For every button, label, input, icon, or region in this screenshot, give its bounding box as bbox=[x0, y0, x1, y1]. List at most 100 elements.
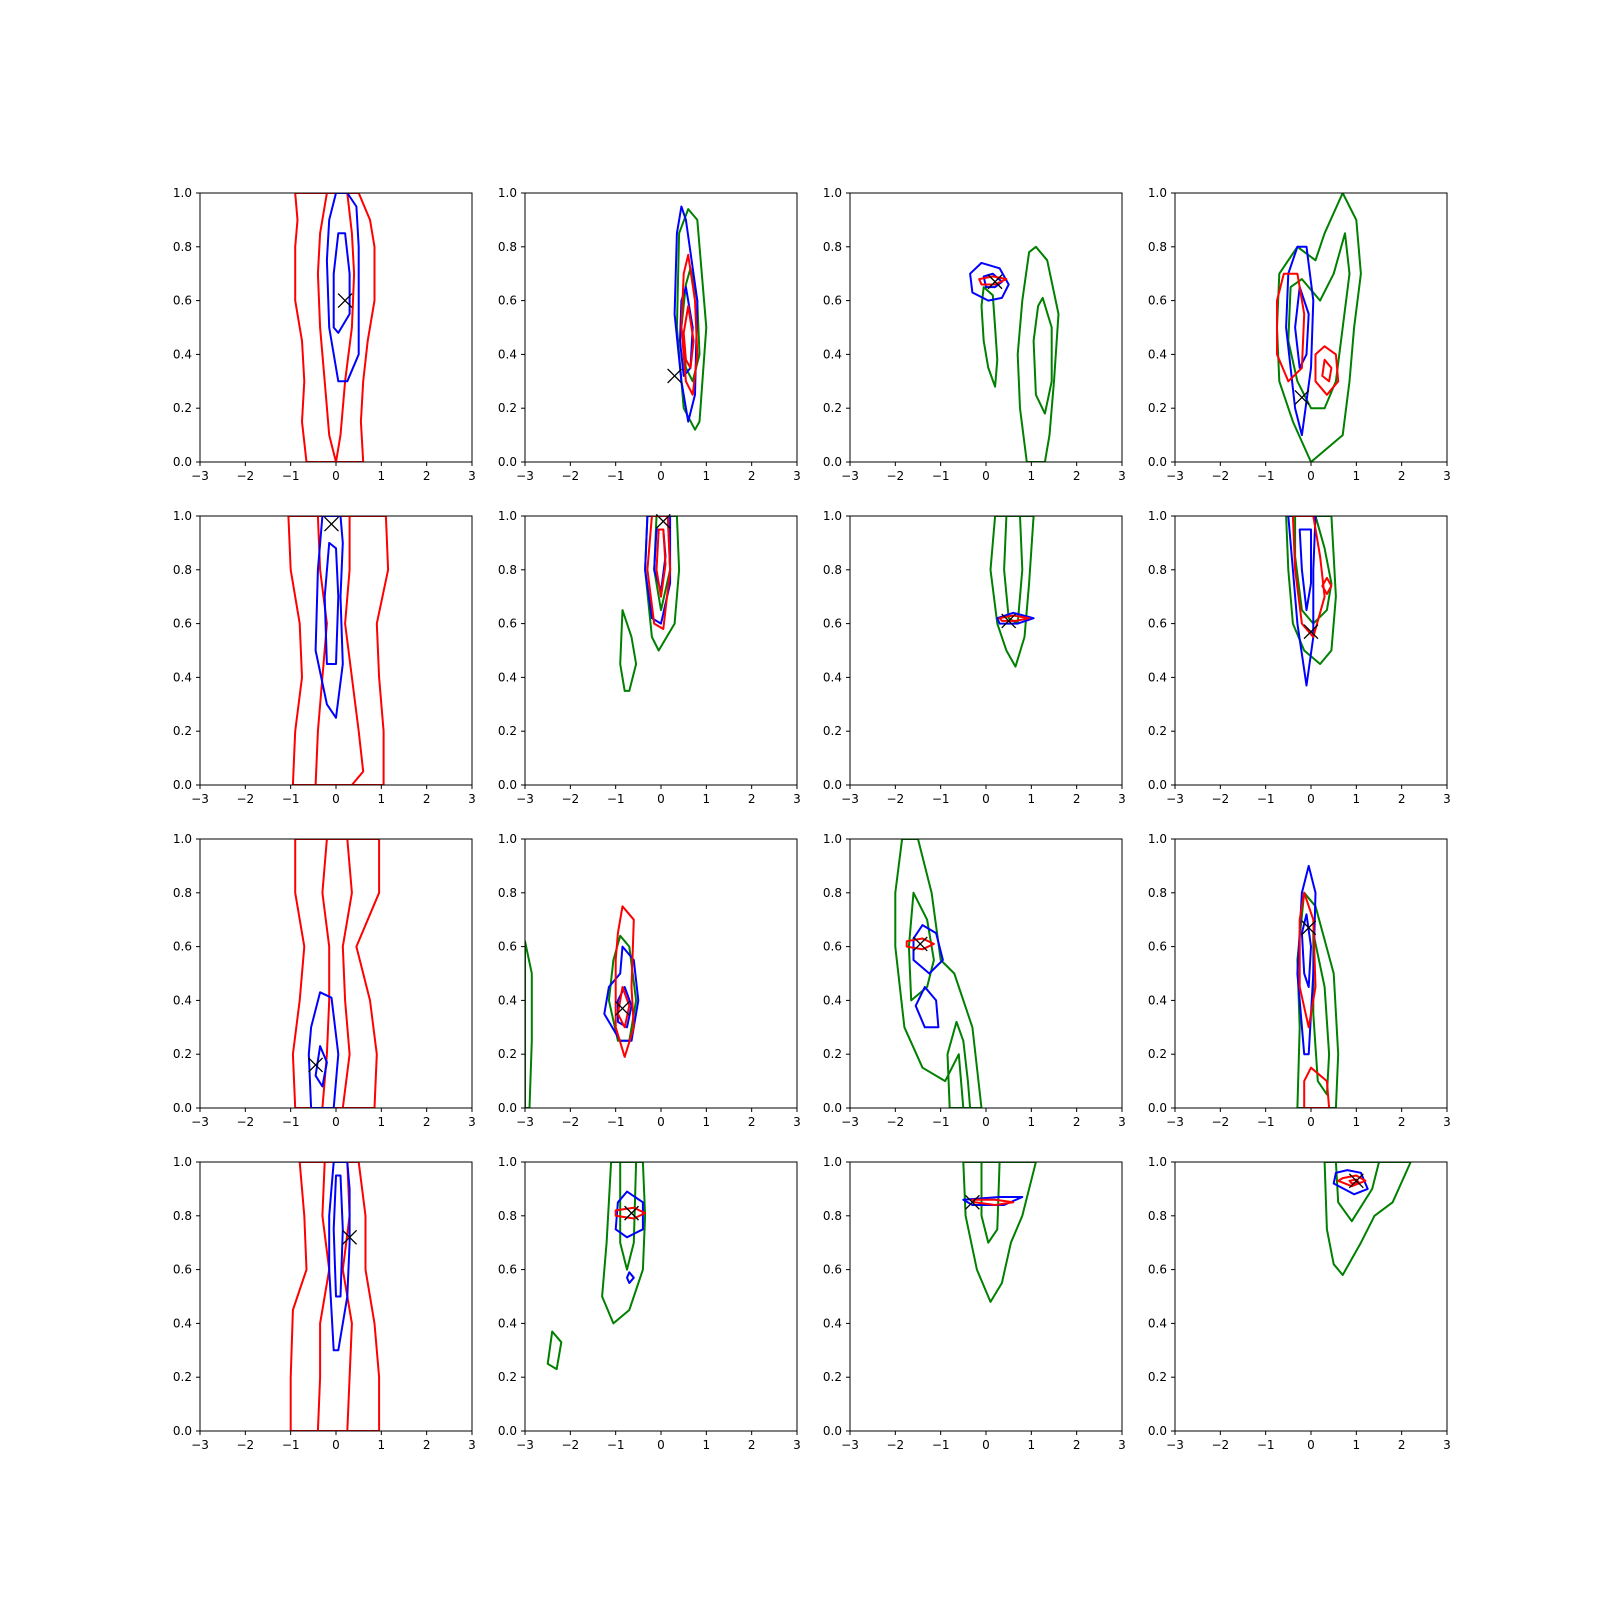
contour-group bbox=[1285, 516, 1337, 687]
x-tick-label: −1 bbox=[282, 1115, 300, 1129]
y-tick-label: 0.2 bbox=[823, 724, 842, 738]
contour-red bbox=[1321, 576, 1333, 595]
contour-blue bbox=[912, 924, 944, 975]
y-tick-label: 0.6 bbox=[173, 617, 192, 631]
x-tick-label: −1 bbox=[607, 469, 625, 483]
y-tick-label: 0.0 bbox=[823, 1424, 842, 1438]
contour-group bbox=[287, 516, 390, 785]
x-tick-label: 1 bbox=[1028, 1438, 1036, 1452]
x-tick-label: 0 bbox=[657, 1438, 665, 1452]
axes-frame bbox=[524, 515, 798, 786]
x-tick-label: −3 bbox=[191, 1115, 209, 1129]
x-tick-label: 0 bbox=[982, 792, 990, 806]
x-tick-label: −1 bbox=[282, 469, 300, 483]
contour-group bbox=[894, 839, 983, 1108]
x-tick-label: −3 bbox=[841, 1438, 859, 1452]
axes-frame bbox=[199, 838, 473, 1109]
panel-r1c3: −3 −2 −1 0 1 2 3 0.0 0.2 0.4 0.6 0.8 1.0 bbox=[823, 186, 1126, 483]
x-tick-label: −3 bbox=[1166, 469, 1184, 483]
x-tick-label: −3 bbox=[191, 792, 209, 806]
y-tick-label: 0.0 bbox=[823, 778, 842, 792]
y-tick-label: 0.2 bbox=[823, 1047, 842, 1061]
y-tick-label: 0.6 bbox=[498, 940, 517, 954]
y-tick-label: 0.8 bbox=[823, 563, 842, 577]
contour-green bbox=[601, 1162, 647, 1325]
y-tick-label: 1.0 bbox=[498, 509, 517, 523]
contour-red bbox=[998, 614, 1031, 622]
y-tick-label: 0.0 bbox=[173, 1101, 192, 1115]
y-tick-label: 0.0 bbox=[498, 778, 517, 792]
y-tick-label: 0.6 bbox=[1148, 940, 1167, 954]
contour-blue bbox=[626, 1271, 635, 1284]
x-marker bbox=[667, 368, 683, 384]
y-tick-label: 1.0 bbox=[498, 1155, 517, 1169]
x-tick-label: −2 bbox=[886, 792, 904, 806]
y-tick-label: 0.0 bbox=[823, 455, 842, 469]
x-tick-label: −2 bbox=[236, 469, 254, 483]
y-tick-label: 0.6 bbox=[823, 617, 842, 631]
x-tick-label: 0 bbox=[982, 469, 990, 483]
y-tick-label: 0.6 bbox=[823, 940, 842, 954]
contour-green bbox=[1312, 932, 1331, 1096]
x-marker bbox=[1301, 920, 1317, 936]
x-tick-label: −3 bbox=[516, 1115, 534, 1129]
y-tick-label: 0.8 bbox=[173, 886, 192, 900]
y-tick-label: 0.8 bbox=[1148, 563, 1167, 577]
panel-r3c4: −3 −2 −1 0 1 2 3 0.0 0.2 0.4 0.6 0.8 1.0 bbox=[1148, 832, 1451, 1129]
y-tick-label: 1.0 bbox=[1148, 832, 1167, 846]
x-marker bbox=[342, 1229, 358, 1245]
x-marker bbox=[912, 936, 928, 952]
x-marker bbox=[308, 1057, 324, 1073]
x-tick-label: 3 bbox=[1118, 1115, 1126, 1129]
axes-frame bbox=[1174, 192, 1448, 463]
contour-red bbox=[655, 528, 667, 598]
axes-frame bbox=[849, 1161, 1123, 1432]
x-tick-label: −2 bbox=[561, 1115, 579, 1129]
y-tick-label: 0.8 bbox=[1148, 886, 1167, 900]
x-marker bbox=[324, 516, 339, 532]
contour-red bbox=[1321, 358, 1333, 383]
contour-green bbox=[1032, 296, 1053, 415]
y-tick-label: 0.4 bbox=[1148, 993, 1167, 1007]
contour-blue bbox=[1332, 1169, 1369, 1196]
x-tick-label: 1 bbox=[703, 1115, 711, 1129]
y-tick-label: 0.4 bbox=[498, 347, 517, 361]
x-tick-label: 2 bbox=[423, 792, 431, 806]
contour-red bbox=[971, 1198, 1015, 1206]
x-tick-label: −1 bbox=[932, 469, 950, 483]
y-tick-label: 0.4 bbox=[173, 1316, 192, 1330]
x-tick-label: −2 bbox=[236, 1115, 254, 1129]
contour-blue bbox=[307, 991, 340, 1108]
panel-r2c2: −3 −2 −1 0 1 2 3 0.0 0.2 0.4 0.6 0.8 1.0 bbox=[498, 509, 801, 806]
axes-frame bbox=[849, 192, 1123, 463]
axes-frame bbox=[524, 1161, 798, 1432]
contour-blue bbox=[644, 516, 672, 625]
contour-group bbox=[291, 839, 381, 1108]
contour-red bbox=[287, 516, 390, 785]
x-tick-label: 1 bbox=[378, 1115, 386, 1129]
contour-green bbox=[946, 1020, 972, 1108]
contour-green bbox=[989, 516, 1035, 668]
axes-frame bbox=[849, 838, 1123, 1109]
axes-frame bbox=[849, 515, 1123, 786]
x-tick-label: 1 bbox=[703, 469, 711, 483]
x-tick-label: −2 bbox=[1211, 469, 1229, 483]
contour-green bbox=[980, 1162, 1001, 1244]
y-tick-label: 0.0 bbox=[498, 1424, 517, 1438]
y-tick-label: 0.4 bbox=[823, 670, 842, 684]
x-tick-label: −2 bbox=[886, 469, 904, 483]
y-tick-label: 0.0 bbox=[823, 1101, 842, 1115]
x-tick-label: 2 bbox=[748, 1438, 756, 1452]
x-tick-label: 2 bbox=[1073, 1115, 1081, 1129]
x-tick-label: −3 bbox=[191, 1438, 209, 1452]
x-tick-label: 2 bbox=[1073, 1438, 1081, 1452]
y-tick-label: 1.0 bbox=[173, 1155, 192, 1169]
panel-r4c3: −3 −2 −1 0 1 2 3 0.0 0.2 0.4 0.6 0.8 1.0 bbox=[823, 1155, 1126, 1452]
axes-frame bbox=[1174, 1161, 1448, 1432]
x-tick-label: 3 bbox=[1443, 1115, 1451, 1129]
x-tick-label: −3 bbox=[191, 469, 209, 483]
y-tick-label: 1.0 bbox=[1148, 186, 1167, 200]
contour-green bbox=[1003, 516, 1024, 625]
contour-red bbox=[294, 193, 376, 462]
y-tick-label: 0.4 bbox=[823, 347, 842, 361]
